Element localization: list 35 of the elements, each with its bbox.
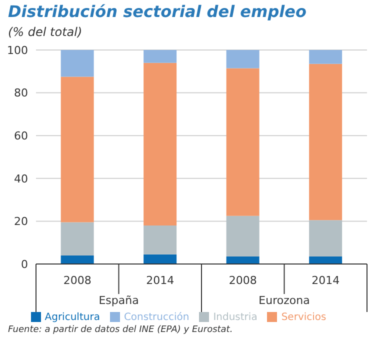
x-tick-label: 2008 [228, 274, 257, 287]
bar [309, 50, 342, 64]
x-tick-label: 2014 [146, 274, 174, 287]
y-tick-label: 20 [14, 215, 28, 228]
x-tick-label: 2014 [312, 274, 340, 287]
y-tick-label: 80 [14, 86, 28, 100]
y-tick-label: 60 [14, 130, 28, 143]
legend-label: Agricultura [44, 312, 100, 323]
source-note: Fuente: a partir de datos del INE (EPA) y Eurostat. [8, 325, 233, 335]
bar [60, 222, 94, 256]
bar [144, 50, 177, 63]
text: Eurozona [258, 294, 310, 307]
y-tick-label: 100 [7, 44, 28, 57]
bar [226, 50, 260, 68]
bar [60, 76, 94, 222]
y-tick-label: 0 [21, 258, 28, 271]
chart-subtitle: (% del total) [8, 25, 82, 39]
y-tick-label: 40 [14, 172, 28, 186]
bar [309, 256, 342, 264]
bar [60, 50, 94, 77]
chart-title: Distribución sectorial del empleo [8, 2, 306, 21]
bar [144, 62, 177, 226]
legend-label: Industria [213, 312, 258, 323]
x-tick-label: 2008 [63, 274, 92, 287]
bar [144, 254, 177, 264]
bar [60, 255, 94, 264]
bar [309, 220, 342, 257]
bar [226, 256, 260, 264]
bar [226, 68, 260, 216]
legend-label: Servicios [281, 312, 326, 323]
legend-label: Construcción [124, 312, 190, 323]
bar [144, 225, 177, 254]
bar [309, 64, 342, 220]
bar [226, 216, 260, 257]
text: España [98, 294, 139, 307]
